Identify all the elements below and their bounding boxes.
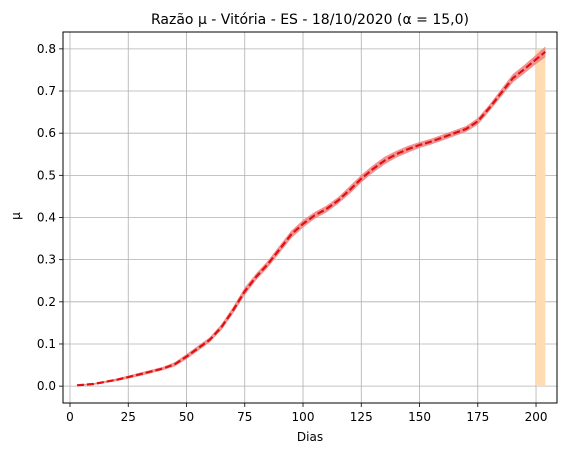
x-tick-label: 50 xyxy=(179,410,194,424)
x-tick-label: 150 xyxy=(408,410,431,424)
y-axis-title: μ xyxy=(9,212,23,220)
x-tick-label: 100 xyxy=(292,410,315,424)
x-tick-label: 200 xyxy=(525,410,548,424)
y-tick-label: 0.1 xyxy=(37,337,56,351)
confidence-band xyxy=(76,46,546,387)
x-tick-label: 25 xyxy=(121,410,136,424)
y-tick-label: 0.2 xyxy=(37,295,56,309)
x-axis-title: Dias xyxy=(297,430,323,444)
y-tick-label: 0.8 xyxy=(37,42,56,56)
plot-area: 0 25 50 75 100 125 150 175 200 0.0 0.1 0.2 0.3 0.4 0.5… xyxy=(37,31,558,424)
y-tick-label: 0.3 xyxy=(37,253,56,267)
x-tick-label: 75 xyxy=(237,410,252,424)
x-tick-label: 0 xyxy=(66,410,74,424)
series-line xyxy=(76,50,547,387)
chart-title: Razão μ - Vitória - ES - 18/10/2020 (α =… xyxy=(151,12,469,28)
x-tick-label: 125 xyxy=(350,410,373,424)
y-tick-label: 0.5 xyxy=(37,168,56,182)
highlight-span xyxy=(536,48,546,387)
y-tick-label: 0.6 xyxy=(37,126,56,140)
y-tick-label: 0.0 xyxy=(37,379,56,393)
x-tick-label: 175 xyxy=(466,410,489,424)
y-tick-label: 0.4 xyxy=(37,211,56,225)
y-tick-label: 0.7 xyxy=(37,84,56,98)
